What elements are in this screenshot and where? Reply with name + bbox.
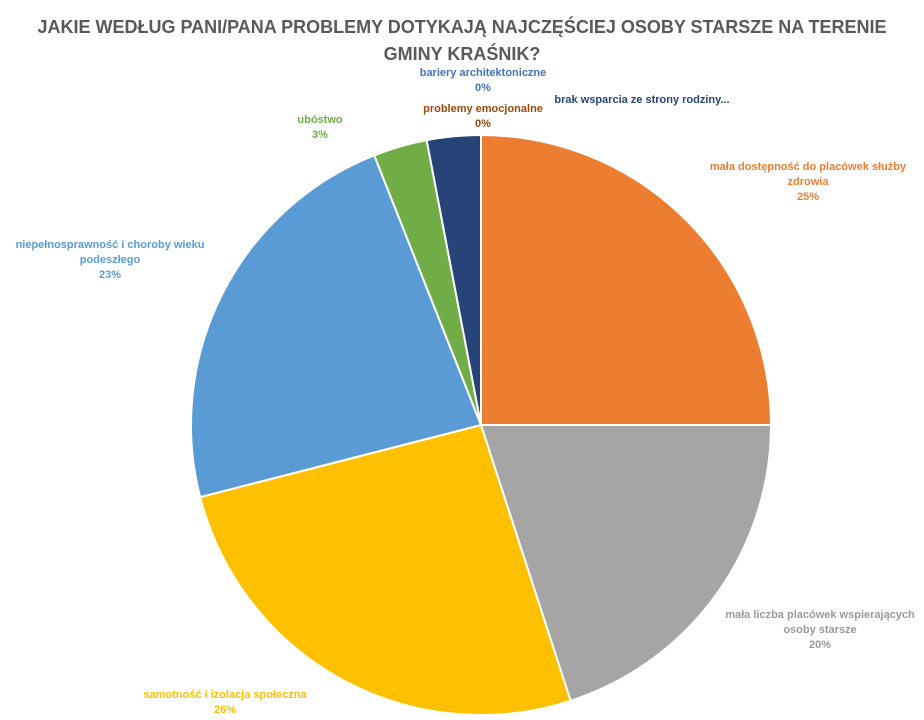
value-label: 0% <box>475 118 491 130</box>
slice-label: ubóstwo 3% <box>280 113 360 143</box>
value-label: 0% <box>475 82 491 94</box>
category-label: samotność i izolacja społeczna <box>143 689 307 701</box>
slice-label: problemy emocjonalne 0% <box>403 102 563 132</box>
value-label: 26% <box>213 704 237 716</box>
pie-slice <box>198 423 572 716</box>
category-label: brak wsparcia ze strony rodziny... <box>554 94 730 106</box>
pie-slice <box>190 154 483 499</box>
slice-label: mała dostępność do placówek służby zdrow… <box>698 160 918 205</box>
value-label: 23% <box>98 269 122 281</box>
category-label: mała dostępność do placówek służby zdrow… <box>709 161 907 188</box>
pie-slice <box>480 133 773 426</box>
category-label: niepełnosprawność i choroby wieku podesz… <box>15 239 205 266</box>
category-label: mała liczba placówek wspierających osoby… <box>725 609 915 636</box>
category-label: problemy emocjonalne <box>423 103 543 115</box>
value-label: 3% <box>312 129 328 141</box>
chart-title: JAKIE WEDŁUG PANI/PANA PROBLEMY DOTYKAJĄ… <box>37 17 887 64</box>
slice-label: bariery architektoniczne 0% <box>393 66 573 96</box>
slice-label: brak wsparcia ze strony rodziny... <box>552 93 732 108</box>
category-label: ubóstwo <box>297 114 343 126</box>
slice-label: samotność i izolacja społeczna 26% <box>115 688 335 718</box>
value-label: 20% <box>808 639 832 651</box>
value-label: 25% <box>796 191 820 203</box>
slice-label: mała liczba placówek wspierających osoby… <box>720 608 920 653</box>
category-label: bariery architektoniczne <box>419 67 547 79</box>
slice-label: niepełnosprawność i choroby wieku podesz… <box>5 238 215 283</box>
pie-slice <box>479 424 773 703</box>
